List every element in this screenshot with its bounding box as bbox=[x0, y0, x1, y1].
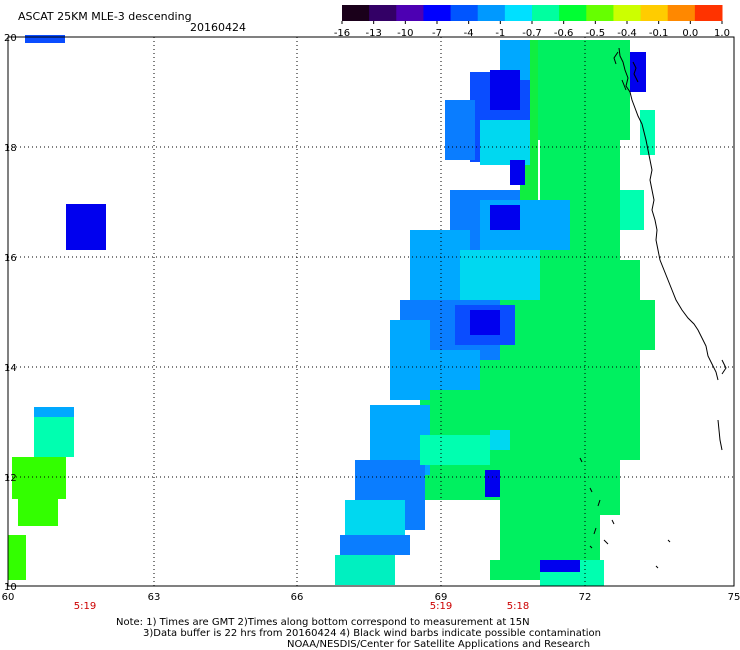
wind-cell bbox=[445, 100, 475, 160]
lat-labels: 20 18 16 14 12 10 bbox=[4, 33, 17, 593]
wind-cell bbox=[640, 110, 655, 155]
wind-cells bbox=[8, 35, 655, 586]
wind-cell bbox=[420, 435, 490, 465]
wind-cell bbox=[420, 350, 480, 390]
colorbar-segment bbox=[586, 5, 614, 21]
colorbar-segment bbox=[613, 5, 642, 21]
wind-cell bbox=[25, 35, 65, 43]
product-title: ASCAT 25KM MLE-3 descending bbox=[18, 10, 192, 23]
lat-label: 16 bbox=[4, 253, 17, 264]
colorbar-label: -0.4 bbox=[617, 28, 637, 39]
colorbar-segment bbox=[450, 5, 479, 21]
colorbar bbox=[342, 5, 723, 21]
wind-cell bbox=[34, 417, 74, 457]
wind-cell bbox=[510, 160, 525, 185]
wind-cell bbox=[66, 204, 106, 250]
wind-cell bbox=[34, 407, 74, 417]
lon-label: 66 bbox=[291, 592, 304, 603]
time-label: 5:19 bbox=[430, 601, 452, 612]
colorbar-label: 0.0 bbox=[682, 28, 698, 39]
colorbar-label: -0.7 bbox=[522, 28, 542, 39]
wind-cell bbox=[490, 430, 510, 450]
coastline bbox=[579, 47, 727, 569]
wind-cell bbox=[620, 190, 644, 230]
colorbar-segment bbox=[423, 5, 452, 21]
wind-cell bbox=[460, 250, 540, 300]
colorbar-label: -10 bbox=[397, 28, 413, 39]
lon-label: 72 bbox=[579, 592, 592, 603]
wind-cell bbox=[480, 120, 530, 165]
colorbar-segment bbox=[667, 5, 696, 21]
colorbar-segment bbox=[504, 5, 533, 21]
wind-cell bbox=[540, 560, 580, 572]
colorbar-label: -13 bbox=[365, 28, 381, 39]
time-label: 5:18 bbox=[507, 601, 529, 612]
lat-label: 18 bbox=[4, 143, 17, 154]
note-line-2: 3)Data buffer is 22 hrs from 20160424 4)… bbox=[143, 628, 601, 639]
wind-cell bbox=[470, 310, 500, 335]
lon-labels: 60 63 66 69 72 75 bbox=[2, 592, 740, 603]
wind-cell bbox=[490, 560, 550, 580]
time-label: 5:19 bbox=[74, 601, 96, 612]
wind-cell bbox=[18, 478, 58, 526]
colorbar-segment bbox=[640, 5, 669, 21]
note-line-3: NOAA/NESDIS/Center for Satellite Applica… bbox=[287, 639, 590, 650]
wind-cell bbox=[340, 535, 410, 555]
lon-label: 63 bbox=[148, 592, 161, 603]
lon-label: 75 bbox=[728, 592, 740, 603]
colorbar-label: -16 bbox=[334, 28, 350, 39]
wind-cell bbox=[600, 300, 655, 350]
colorbar-labels: -16 -13 -10 -7 -4 -1 -0.7 -0.6 -0.5 -0.4 -0.1 0.0 1.… bbox=[334, 21, 730, 39]
colorbar-segment bbox=[477, 5, 506, 21]
colorbar-segment bbox=[532, 5, 560, 21]
time-labels: 5:19 5:19 5:18 bbox=[74, 601, 529, 612]
note-line-1: Note: 1) Times are GMT 2)Times along bot… bbox=[116, 617, 530, 628]
gridlines bbox=[8, 37, 734, 586]
colorbar-segment bbox=[342, 5, 370, 21]
wind-cell bbox=[530, 40, 630, 140]
colorbar-label: -1 bbox=[495, 28, 505, 39]
lon-label: 69 bbox=[435, 592, 448, 603]
colorbar-label: -0.6 bbox=[554, 28, 574, 39]
wind-cell bbox=[590, 495, 620, 515]
lat-label: 20 bbox=[4, 33, 17, 44]
wind-cell bbox=[335, 555, 395, 585]
wind-cell bbox=[630, 52, 646, 92]
lat-label: 14 bbox=[4, 363, 17, 374]
wind-cell bbox=[490, 205, 520, 230]
colorbar-segment bbox=[369, 5, 397, 21]
wind-cell bbox=[490, 70, 520, 110]
colorbar-label: -7 bbox=[432, 28, 442, 39]
colorbar-segment bbox=[396, 5, 424, 21]
wind-cell bbox=[345, 500, 405, 540]
wind-cell bbox=[8, 535, 26, 580]
colorbar-label: 1.0 bbox=[714, 28, 730, 39]
wind-cell bbox=[485, 470, 500, 497]
lat-label: 12 bbox=[4, 473, 17, 484]
lat-label: 10 bbox=[4, 582, 17, 593]
wind-cell bbox=[420, 460, 620, 500]
map-frame bbox=[7, 36, 735, 587]
lon-label: 60 bbox=[2, 592, 15, 603]
date-title: 20160424 bbox=[190, 21, 246, 34]
colorbar-segment bbox=[694, 5, 723, 21]
wind-cell bbox=[500, 495, 600, 560]
colorbar-label: -4 bbox=[464, 28, 474, 39]
colorbar-segment bbox=[559, 5, 587, 21]
colorbar-label: -0.1 bbox=[649, 28, 669, 39]
colorbar-label: -0.5 bbox=[586, 28, 606, 39]
